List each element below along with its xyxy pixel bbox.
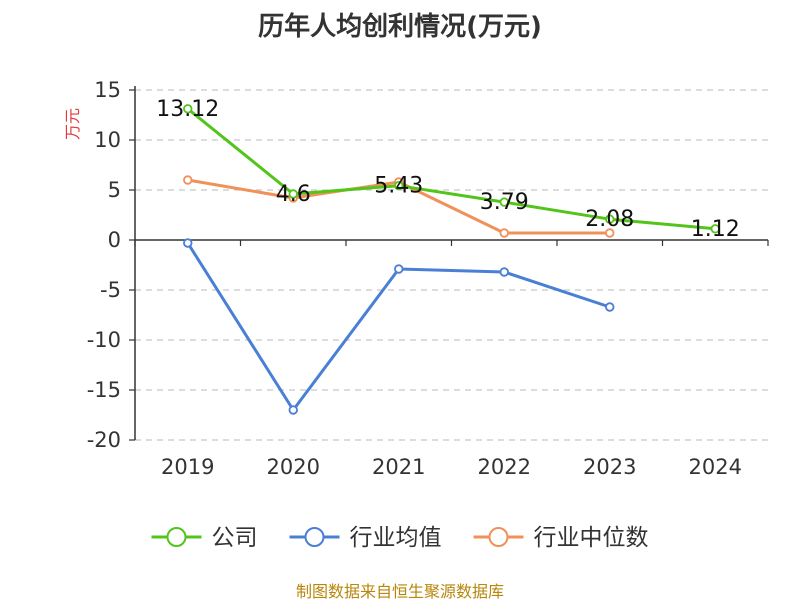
- y-tick-label: -15: [87, 378, 121, 402]
- data-point[interactable]: [288, 189, 298, 199]
- data-labels: 13.12 4.6 5.43 3.79 2.08 1.12: [156, 97, 739, 242]
- x-tick-label: 2019: [161, 455, 214, 479]
- legend-label: 行业均值: [350, 525, 442, 551]
- legend-item[interactable]: 公司: [151, 525, 258, 551]
- y-tick-label: -10: [87, 328, 121, 352]
- data-point[interactable]: [394, 180, 404, 191]
- data-label: 2.08: [585, 207, 634, 232]
- data-point[interactable]: [499, 197, 509, 207]
- legend-marker: [166, 527, 187, 547]
- data-point[interactable]: [499, 228, 509, 238]
- data-point[interactable]: [183, 175, 193, 185]
- data-point[interactable]: [183, 238, 193, 248]
- y-tick-label: -20: [87, 428, 121, 452]
- data-label: 1.12: [691, 217, 740, 242]
- data-label: 3.79: [480, 190, 529, 215]
- y-axis-label: 万元: [63, 108, 82, 140]
- legend-label: 行业中位数: [534, 525, 649, 551]
- data-point[interactable]: [605, 214, 615, 224]
- legend[interactable]: 公司 行业均值 行业中位数: [151, 525, 649, 551]
- x-tick-label: 2020: [267, 455, 320, 479]
- axes: 15 10 5 0 -5 -10 -15 -20 2019 2020 2021 2022 2023 202…: [63, 78, 769, 479]
- legend-label: 公司: [212, 525, 258, 551]
- data-point[interactable]: [183, 104, 193, 114]
- x-tick-label: 2023: [583, 455, 636, 479]
- data-label: 4.6: [276, 182, 311, 207]
- x-tick-label: 2024: [689, 455, 742, 479]
- legend-item[interactable]: 行业均值: [289, 525, 442, 551]
- data-point[interactable]: [499, 267, 509, 277]
- x-tick-label: 2022: [478, 455, 531, 479]
- y-tick-label: 15: [94, 78, 121, 102]
- series-line: [186, 107, 716, 231]
- source-note: 制图数据来自恒生聚源数据库: [295, 582, 504, 601]
- legend-marker: [488, 527, 509, 547]
- data-point[interactable]: [710, 224, 720, 234]
- legend-item[interactable]: 行业中位数: [473, 525, 649, 551]
- y-tick-label: 5: [108, 178, 121, 202]
- legend-marker: [304, 527, 325, 547]
- data-label: 13.12: [156, 97, 219, 122]
- series-lines: [183, 104, 720, 415]
- y-tick-label: 0: [108, 228, 121, 252]
- y-tick-label: 10: [94, 128, 121, 152]
- chart-title: 历年人均创利情况(万元): [258, 12, 542, 42]
- data-point[interactable]: [394, 264, 404, 274]
- data-label: 5.43: [374, 174, 423, 199]
- data-point[interactable]: [288, 405, 298, 415]
- x-tick-label: 2021: [372, 455, 425, 479]
- data-point[interactable]: [605, 228, 615, 238]
- data-point[interactable]: [605, 302, 615, 312]
- y-tick-label: -5: [100, 278, 121, 302]
